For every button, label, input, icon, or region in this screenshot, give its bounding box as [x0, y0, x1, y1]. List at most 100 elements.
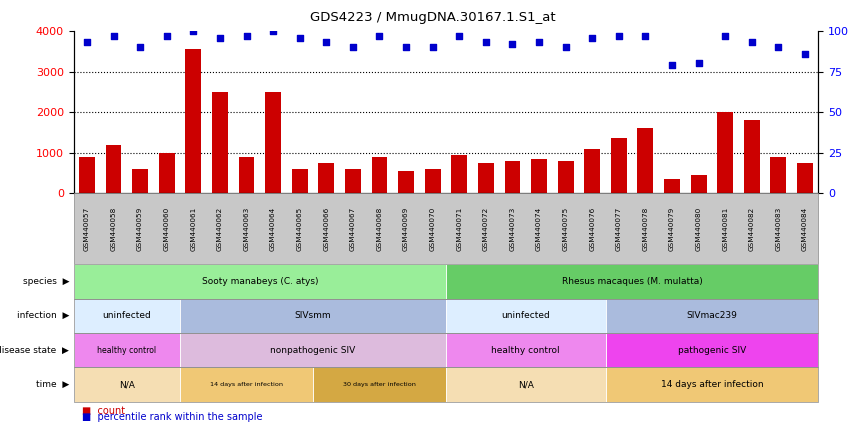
Text: N/A: N/A: [518, 380, 533, 389]
Text: GSM440060: GSM440060: [164, 206, 170, 251]
Text: time  ▶: time ▶: [36, 380, 69, 389]
Point: [293, 34, 307, 41]
Text: GSM440068: GSM440068: [377, 206, 383, 251]
Point: [479, 39, 493, 46]
Point: [798, 50, 812, 57]
Point: [399, 44, 413, 51]
Point: [159, 32, 173, 40]
Bar: [558, 161, 573, 193]
Text: GSM440081: GSM440081: [722, 206, 728, 251]
Bar: [717, 112, 734, 193]
Bar: [158, 153, 175, 193]
Point: [107, 32, 120, 40]
Bar: [106, 145, 121, 193]
Text: GSM440072: GSM440072: [483, 206, 489, 251]
Point: [372, 32, 386, 40]
Point: [133, 44, 147, 51]
Bar: [611, 139, 627, 193]
Bar: [478, 163, 494, 193]
Text: pathogenic SIV: pathogenic SIV: [678, 346, 746, 355]
Point: [638, 32, 652, 40]
Text: uninfected: uninfected: [501, 311, 550, 320]
Text: N/A: N/A: [119, 380, 135, 389]
Text: uninfected: uninfected: [102, 311, 152, 320]
Bar: [771, 157, 786, 193]
Bar: [319, 163, 334, 193]
Text: GSM440057: GSM440057: [84, 206, 90, 251]
Text: species  ▶: species ▶: [23, 277, 69, 286]
Point: [612, 32, 626, 40]
Text: GSM440076: GSM440076: [589, 206, 595, 251]
Bar: [691, 175, 707, 193]
Point: [559, 44, 572, 51]
Bar: [238, 157, 255, 193]
Bar: [505, 161, 520, 193]
Text: GSM440079: GSM440079: [669, 206, 675, 251]
Bar: [132, 169, 148, 193]
Text: GSM440080: GSM440080: [695, 206, 701, 251]
Bar: [185, 49, 201, 193]
Bar: [664, 179, 680, 193]
Text: GSM440082: GSM440082: [749, 206, 755, 251]
Text: GSM440083: GSM440083: [775, 206, 781, 251]
Text: GDS4223 / MmugDNA.30167.1.S1_at: GDS4223 / MmugDNA.30167.1.S1_at: [310, 11, 556, 24]
Text: GSM440061: GSM440061: [191, 206, 197, 251]
Text: GSM440075: GSM440075: [563, 206, 569, 251]
Text: nonpathogenic SIV: nonpathogenic SIV: [270, 346, 356, 355]
Text: GSM440073: GSM440073: [509, 206, 515, 251]
Point: [426, 44, 440, 51]
Point: [186, 28, 200, 35]
Point: [320, 39, 333, 46]
Text: GSM440065: GSM440065: [297, 206, 303, 251]
Text: 30 days after infection: 30 days after infection: [343, 382, 416, 387]
Point: [585, 34, 599, 41]
Bar: [372, 157, 387, 193]
Text: Rhesus macaques (M. mulatta): Rhesus macaques (M. mulatta): [562, 277, 702, 286]
Bar: [345, 169, 361, 193]
Text: 14 days after infection: 14 days after infection: [210, 382, 283, 387]
Text: GSM440063: GSM440063: [243, 206, 249, 251]
Text: GSM440070: GSM440070: [430, 206, 436, 251]
Text: infection  ▶: infection ▶: [17, 311, 69, 320]
Text: ■  percentile rank within the sample: ■ percentile rank within the sample: [82, 412, 262, 422]
Text: Sooty manabeys (C. atys): Sooty manabeys (C. atys): [202, 277, 318, 286]
Bar: [424, 169, 441, 193]
Bar: [265, 92, 281, 193]
Point: [718, 32, 732, 40]
Text: SIVmac239: SIVmac239: [687, 311, 738, 320]
Text: GSM440074: GSM440074: [536, 206, 542, 251]
Point: [240, 32, 254, 40]
Text: disease state  ▶: disease state ▶: [0, 346, 69, 355]
Point: [772, 44, 785, 51]
Bar: [79, 157, 95, 193]
Text: GSM440078: GSM440078: [643, 206, 649, 251]
Bar: [585, 149, 600, 193]
Bar: [531, 159, 547, 193]
Text: healthy control: healthy control: [492, 346, 560, 355]
Point: [692, 60, 706, 67]
Text: healthy control: healthy control: [97, 346, 157, 355]
Point: [665, 62, 679, 69]
Text: SIVsmm: SIVsmm: [294, 311, 332, 320]
Text: GSM440084: GSM440084: [802, 206, 808, 251]
Text: GSM440071: GSM440071: [456, 206, 462, 251]
Bar: [212, 92, 228, 193]
Bar: [637, 128, 654, 193]
Text: GSM440064: GSM440064: [270, 206, 276, 251]
Point: [532, 39, 546, 46]
Bar: [744, 120, 759, 193]
Text: GSM440058: GSM440058: [111, 206, 117, 251]
Point: [80, 39, 94, 46]
Bar: [797, 163, 813, 193]
Text: GSM440066: GSM440066: [323, 206, 329, 251]
Bar: [398, 171, 414, 193]
Text: GSM440067: GSM440067: [350, 206, 356, 251]
Point: [266, 28, 280, 35]
Text: GSM440069: GSM440069: [403, 206, 409, 251]
Point: [452, 32, 466, 40]
Point: [506, 40, 520, 48]
Point: [745, 39, 759, 46]
Bar: [292, 169, 307, 193]
Text: GSM440062: GSM440062: [216, 206, 223, 251]
Text: GSM440059: GSM440059: [137, 206, 143, 251]
